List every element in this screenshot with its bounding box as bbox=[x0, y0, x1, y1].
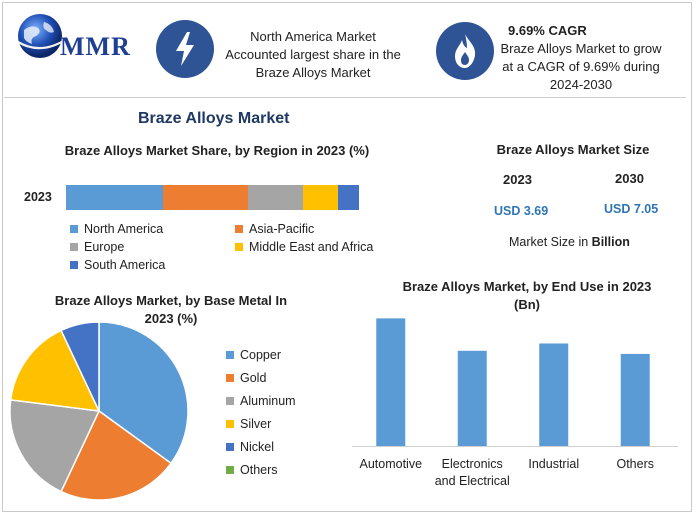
cagr-text: Braze Alloys Market to grow at a CAGR of… bbox=[500, 41, 662, 92]
pie-legend-item-aluminum: Aluminum bbox=[226, 394, 296, 408]
cagr-block: 9.69% CAGR Braze Alloys Market to grow a… bbox=[496, 22, 666, 94]
category-label-line: Others bbox=[616, 457, 654, 471]
end-use-bar-others bbox=[620, 353, 650, 446]
globe-icon bbox=[17, 14, 69, 58]
category-label-line: and Electrical bbox=[434, 474, 510, 488]
end-use-category-label-others: Others bbox=[575, 456, 695, 473]
region-bar-segment-middle-east-and-africa bbox=[303, 185, 339, 210]
end-use-bar-electronics-and-electrical bbox=[457, 350, 487, 446]
flame-icon bbox=[436, 22, 494, 80]
base-metal-chart-title: Braze Alloys Market, by Base Metal In 20… bbox=[54, 293, 288, 326]
end-use-category-label-industrial: Industrial bbox=[494, 456, 614, 473]
legend-label: Europe bbox=[84, 240, 125, 254]
market-size-value-2023: USD 3.69 bbox=[494, 204, 549, 218]
pie-legend-item-nickel: Nickel bbox=[226, 440, 274, 454]
market-size-year-2023: 2023 bbox=[503, 172, 532, 187]
legend-label: Gold bbox=[240, 371, 267, 385]
market-size-unit: Billion bbox=[591, 235, 630, 249]
legend-swatch bbox=[70, 243, 78, 251]
legend-swatch bbox=[226, 443, 234, 451]
pie-legend-item-silver: Silver bbox=[226, 417, 271, 431]
region-bar-segment-north-america bbox=[66, 185, 163, 210]
category-label-line: Industrial bbox=[528, 457, 580, 471]
end-use-category-label-electronics-and-electrical: Electronics and Electrical bbox=[412, 456, 532, 490]
market-size-note: Market Size in Billion bbox=[509, 235, 630, 249]
legend-swatch bbox=[226, 351, 234, 359]
header-divider bbox=[4, 97, 686, 98]
end-use-bar-automotive bbox=[376, 318, 406, 446]
logo-text: MMR bbox=[60, 32, 131, 61]
legend-swatch bbox=[226, 374, 234, 382]
base-metal-pie-chart bbox=[9, 321, 189, 501]
north-america-share-text: North America Market Accounted largest s… bbox=[225, 29, 401, 80]
pie-slice-aluminum bbox=[9, 399, 101, 493]
legend-swatch bbox=[70, 261, 78, 269]
market-size-note-prefix: Market Size in bbox=[509, 235, 592, 249]
legend-label: Silver bbox=[240, 417, 272, 431]
region-bar-segment-south-america bbox=[338, 185, 359, 210]
legend-label: Middle East and Africa bbox=[249, 240, 374, 254]
market-size-year-2030: 2030 bbox=[615, 171, 644, 186]
pie-legend-item-copper: Copper bbox=[226, 348, 281, 362]
region-legend-item-south-america: South America bbox=[70, 258, 165, 272]
lightning-icon bbox=[156, 20, 214, 78]
legend-label: Others bbox=[240, 463, 278, 477]
legend-swatch bbox=[235, 225, 243, 233]
pie-legend-item-gold: Gold bbox=[226, 371, 266, 385]
pie-slice-copper bbox=[98, 321, 189, 465]
pie-slice-silver bbox=[9, 329, 101, 412]
end-use-chart-title: Braze Alloys Market, by End Use in 2023 … bbox=[402, 279, 652, 312]
legend-swatch bbox=[226, 397, 234, 405]
legend-label: Copper bbox=[240, 348, 281, 362]
end-use-bar-industrial bbox=[539, 343, 569, 446]
region-chart-title: Braze Alloys Market Share, by Region in … bbox=[64, 143, 370, 158]
legend-swatch bbox=[235, 243, 243, 251]
main-title: Braze Alloys Market bbox=[138, 110, 290, 127]
legend-label: South America bbox=[84, 258, 166, 272]
legend-label: Aluminum bbox=[240, 394, 296, 408]
region-bar-segment-europe bbox=[247, 185, 304, 210]
region-legend-item-middle-east-and-africa: Middle East and Africa bbox=[235, 240, 373, 254]
legend-swatch bbox=[226, 420, 234, 428]
region-stacked-bar bbox=[66, 185, 359, 210]
category-label-line: Electronics bbox=[441, 457, 503, 471]
pie-slice-nickel bbox=[60, 321, 100, 412]
market-size-title: Braze Alloys Market Size bbox=[496, 142, 650, 157]
cagr-title: 9.69% CAGR bbox=[508, 23, 587, 38]
region-bar-segment-asia-pacific bbox=[162, 185, 248, 210]
pie-legend-item-others: Others bbox=[226, 463, 278, 477]
region-category-label: 2023 bbox=[24, 190, 52, 204]
legend-label: Nickel bbox=[240, 440, 275, 454]
legend-swatch bbox=[226, 466, 234, 474]
end-use-category-label-automotive: Automotive bbox=[331, 456, 451, 473]
legend-swatch bbox=[70, 225, 78, 233]
region-legend-item-europe: Europe bbox=[70, 240, 124, 254]
category-label-line: Automotive bbox=[359, 457, 423, 471]
region-legend-item-asia-pacific: Asia-Pacific bbox=[235, 222, 314, 236]
region-legend-item-north-america: North America bbox=[70, 222, 163, 236]
legend-label: North America bbox=[84, 222, 164, 236]
market-size-value-2030: USD 7.05 bbox=[604, 202, 659, 216]
legend-label: Asia-Pacific bbox=[249, 222, 315, 236]
end-use-bar-chart bbox=[352, 318, 678, 447]
